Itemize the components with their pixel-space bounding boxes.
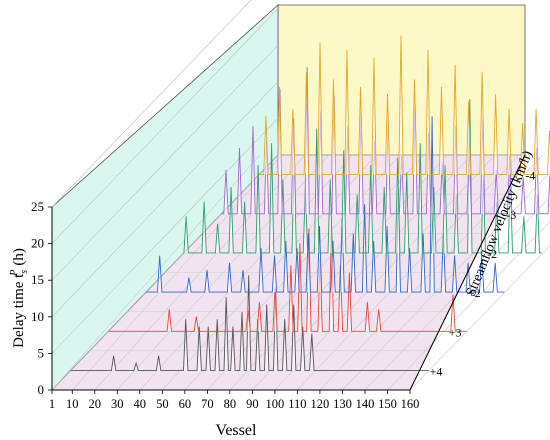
y-tick-label: 20 bbox=[31, 236, 44, 251]
wall-grid-line bbox=[51, 118, 279, 354]
x-tick-label: 160 bbox=[401, 397, 420, 411]
x-tick-label: 60 bbox=[179, 397, 192, 411]
z-tick-label: -3 bbox=[506, 208, 516, 222]
x-axis-title: Vessel bbox=[216, 422, 257, 439]
z-tick-label: +2 bbox=[468, 286, 481, 300]
series-line--4 bbox=[259, 35, 550, 176]
series-fill-+2 bbox=[146, 116, 505, 293]
y-axis-title-main: Delay time t bbox=[11, 273, 27, 348]
x-tick-label: 50 bbox=[156, 397, 169, 411]
floor-grid-line bbox=[409, 245, 550, 391]
y-axis-title: Delay time tsP (h) bbox=[9, 248, 30, 348]
axes bbox=[51, 154, 526, 391]
z-tick-label: -2 bbox=[487, 247, 497, 261]
x-tick-label: 40 bbox=[134, 397, 147, 411]
wall-grid-line bbox=[51, 8, 279, 244]
z-axis-line bbox=[409, 154, 526, 391]
wall-grid-line bbox=[51, 81, 279, 318]
x-tick-label: 30 bbox=[111, 397, 124, 411]
x-tick-label: 140 bbox=[356, 397, 375, 411]
svg-text:Delay time tsP(h): Delay time tsP (h) bbox=[9, 248, 30, 348]
x-tick-label: 120 bbox=[311, 397, 330, 411]
z-tick-label: -4 bbox=[525, 169, 535, 183]
grid-lines bbox=[51, 0, 550, 391]
tick-labels: +4+3+2-2-3-41 10 20 30 40 50 60 70 80 90 100 110 120… bbox=[31, 169, 535, 411]
y-tick-label: 25 bbox=[31, 199, 44, 214]
series-line-+2 bbox=[146, 116, 505, 293]
y-axis-title-sup: P bbox=[9, 270, 20, 277]
x-tick-label: 150 bbox=[378, 397, 397, 411]
wall-grid-line bbox=[51, 44, 279, 281]
x-tick-label: 130 bbox=[333, 397, 352, 411]
y-tick-label: 15 bbox=[31, 272, 44, 287]
y-axis-title-sub: s bbox=[19, 270, 30, 274]
x-tick-label: 80 bbox=[224, 397, 237, 411]
y-tick-label: 5 bbox=[38, 345, 45, 360]
wall-grid-line bbox=[51, 0, 252, 208]
z-tick-label: +4 bbox=[430, 364, 443, 378]
series-fill-+4 bbox=[70, 275, 429, 371]
series-line-+4 bbox=[70, 275, 429, 371]
z-tick-label: +3 bbox=[449, 325, 462, 339]
x-tick-label: 10 bbox=[66, 397, 79, 411]
x-tick-label: 1 bbox=[49, 397, 55, 411]
x-tick-label: 100 bbox=[266, 397, 285, 411]
y-axis-title-unit: (h) bbox=[11, 248, 27, 266]
x-tick-label: 70 bbox=[201, 397, 214, 411]
series-fill--3 bbox=[221, 67, 550, 214]
x-tick-label: 90 bbox=[246, 397, 259, 411]
series-lines bbox=[70, 35, 550, 371]
series-line-+3 bbox=[108, 221, 467, 332]
y-tick-label: 10 bbox=[31, 309, 44, 324]
x-tick-label: 20 bbox=[89, 397, 102, 411]
y-tick-label: 0 bbox=[38, 382, 45, 397]
x-tick-label: 110 bbox=[288, 397, 306, 411]
